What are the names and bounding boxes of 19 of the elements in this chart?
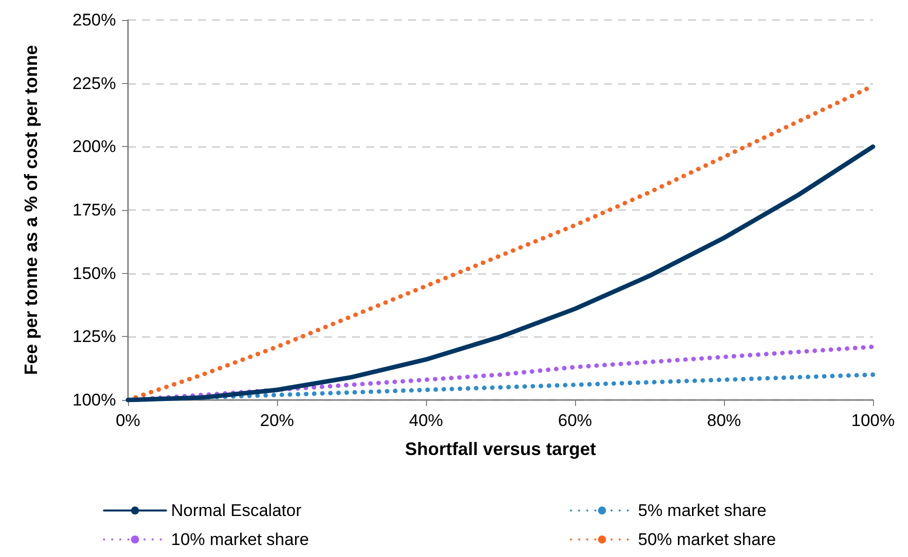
x-tick-label: 80% [706,411,742,430]
x-tick-label: 60% [558,411,592,430]
x-axis-title: Shortfall versus target [404,439,596,459]
y-tick-label: 225% [72,74,116,93]
x-tick-label: 100% [851,411,895,430]
y-tick-label: 200% [72,137,116,156]
legend-label: 5% market share [638,501,766,520]
x-tick-label: 20% [260,411,294,430]
x-tick-label: 40% [408,411,444,430]
y-tick-label: 100% [72,390,116,410]
y-tick-label: 125% [72,327,116,346]
x-tick-label: 0% [116,411,140,430]
y-tick-label: 175% [72,200,116,220]
y-tick-label: 150% [72,264,116,283]
y-axis-title: Fee per tonne as a % of cost per tonne [21,44,41,376]
legend-label: 50% market share [638,530,776,549]
y-tick-label: 250% [72,10,116,30]
legend-label: Normal Escalator [171,501,302,520]
legend-label: 10% market share [171,530,309,549]
